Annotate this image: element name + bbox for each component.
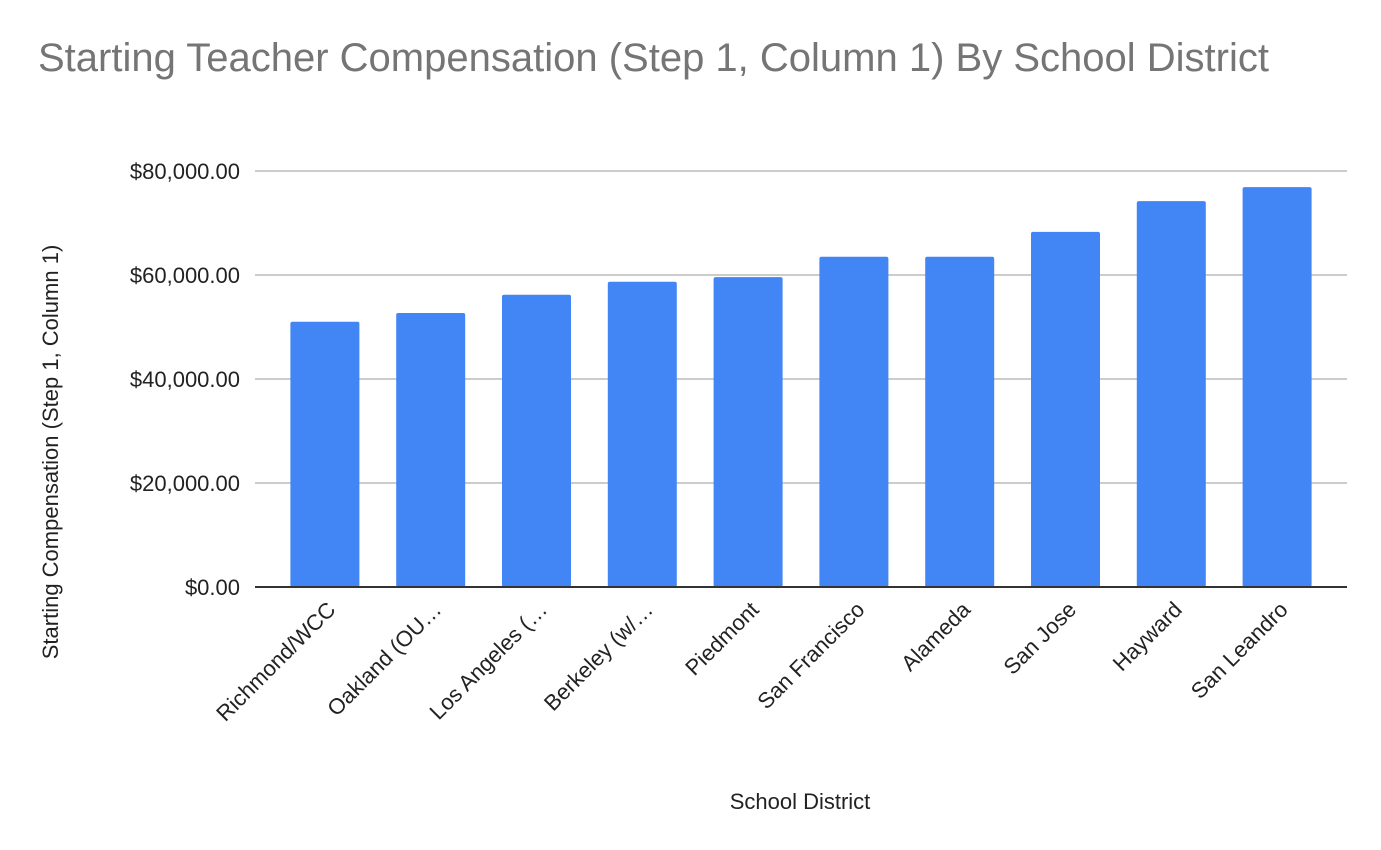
y-tick-label: $60,000.00 — [130, 263, 240, 288]
x-tick-label: Berkeley (w/… — [539, 597, 658, 716]
x-tick-label: Hayward — [1108, 597, 1187, 676]
bar — [1242, 187, 1312, 587]
y-tick-label: $0.00 — [185, 575, 240, 600]
x-tick-label: San Francisco — [752, 597, 869, 714]
bar — [819, 256, 889, 587]
y-tick-label: $20,000.00 — [130, 471, 240, 496]
x-tick-label: Richmond/WCC — [211, 597, 340, 726]
y-axis-title: Starting Compensation (Step 1, Column 1) — [38, 245, 63, 660]
chart-title: Starting Teacher Compensation (Step 1, C… — [38, 36, 1269, 80]
bar — [925, 256, 995, 587]
bar — [290, 321, 360, 587]
bar — [1136, 201, 1206, 587]
x-tick-label: Alameda — [896, 596, 976, 676]
y-tick-label: $40,000.00 — [130, 367, 240, 392]
x-axis-title: School District — [730, 789, 871, 814]
x-tick-label: San Jose — [998, 597, 1081, 680]
bar — [713, 277, 783, 587]
y-tick-label: $80,000.00 — [130, 159, 240, 184]
bar — [396, 312, 466, 587]
x-tick-label: Piedmont — [680, 597, 763, 680]
bar — [1031, 231, 1100, 587]
bar — [502, 294, 571, 587]
x-tick-label: San Leandro — [1186, 597, 1293, 704]
bar — [607, 281, 677, 587]
